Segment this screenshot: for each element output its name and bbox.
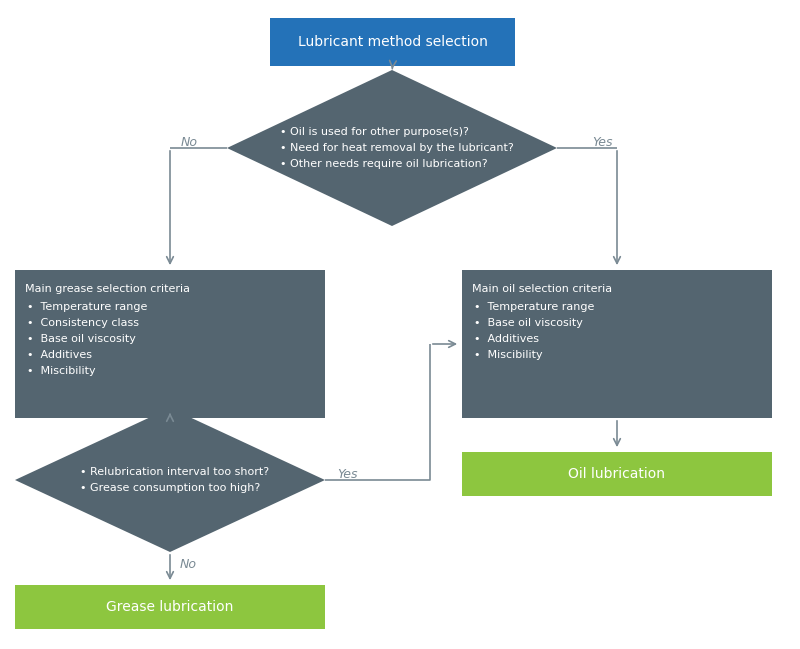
Bar (270, 18, 515, 66)
Bar (15, 270, 325, 418)
Bar (462, 270, 772, 418)
Text: •  Temperature range
•  Consistency class
•  Base oil viscosity
•  Additives
•  : • Temperature range • Consistency class … (27, 302, 147, 376)
Text: Main oil selection criteria: Main oil selection criteria (472, 284, 612, 294)
Text: Main grease selection criteria: Main grease selection criteria (25, 284, 190, 294)
Text: Yes: Yes (337, 469, 358, 482)
Text: •  Temperature range
•  Base oil viscosity
•  Additives
•  Miscibility: • Temperature range • Base oil viscosity… (474, 302, 594, 360)
Text: Grease lubrication: Grease lubrication (106, 600, 234, 614)
Text: Lubricant method selection: Lubricant method selection (298, 35, 487, 49)
Text: No: No (181, 136, 198, 149)
Text: Oil lubrication: Oil lubrication (569, 467, 666, 481)
Bar (15, 585, 325, 629)
Polygon shape (15, 408, 325, 552)
Text: No: No (180, 558, 197, 571)
Text: • Relubrication interval too short?
• Grease consumption too high?: • Relubrication interval too short? • Gr… (81, 467, 270, 493)
Text: Yes: Yes (592, 136, 613, 149)
Text: • Oil is used for other purpose(s)?
• Need for heat removal by the lubricant?
• : • Oil is used for other purpose(s)? • Ne… (280, 127, 514, 169)
Polygon shape (227, 70, 557, 226)
Bar (462, 452, 772, 496)
